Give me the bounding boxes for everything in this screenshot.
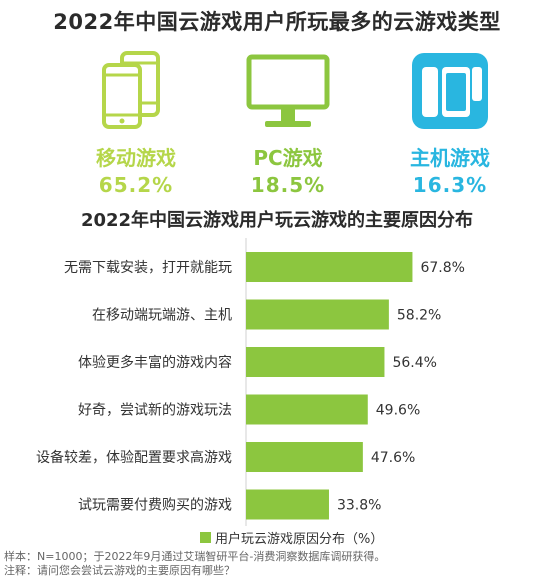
- platform-pc: PC游戏 18.5%: [198, 40, 378, 199]
- platform-mobile-name: 移动游戏: [96, 146, 176, 170]
- platform-console-name: 主机游戏: [410, 146, 490, 170]
- smartphones-icon: [46, 40, 226, 142]
- platform-pc-name: PC游戏: [253, 146, 323, 170]
- question-note: 注释：请问您会尝试云游戏的主要原因有哪些？: [4, 564, 235, 577]
- category-label: 好奇，尝试新的游戏玩法: [78, 402, 232, 419]
- chart-legend: 用户玩云游戏原因分布（%）: [200, 528, 383, 547]
- category-label: 设备较差，体验配置要求高游戏: [36, 449, 232, 466]
- platform-console: 主机游戏 16.3%: [360, 40, 540, 199]
- reasons-bar-chart: 无需下载安装，打开就能玩 67.8% 在移动端玩端游、主机 58.2% 体验更多丰富的游…: [36, 238, 465, 526]
- bar: [246, 394, 368, 425]
- value-label: 33.8%: [337, 498, 381, 514]
- value-label: 67.8%: [420, 260, 464, 276]
- bar: [246, 252, 413, 282]
- top-title: 2022年中国云游戏用户所玩最多的云游戏类型: [53, 10, 501, 34]
- platform-console-value: 16.3%: [412, 173, 488, 197]
- game-console-icon: [360, 40, 540, 142]
- platform-pc-value: 18.5%: [250, 173, 326, 197]
- value-label: 56.4%: [392, 355, 436, 371]
- footnotes: 样本：N=1000；于2022年9月通过艾瑞智研平台-消费洞察数据库调研获得。 …: [4, 550, 385, 578]
- category-label: 试玩需要付费购买的游戏: [78, 498, 232, 514]
- value-label: 47.6%: [371, 450, 415, 466]
- chart-title: 2022年中国云游戏用户玩云游戏的主要原因分布: [80, 210, 474, 231]
- platform-mobile-value: 65.2%: [98, 173, 174, 197]
- monitor-icon: [198, 40, 378, 142]
- category-label: 体验更多丰富的游戏内容: [78, 354, 232, 371]
- bar: [246, 442, 363, 472]
- bar: [246, 347, 385, 377]
- value-label: 49.6%: [376, 403, 420, 419]
- value-label: 58.2%: [397, 308, 441, 324]
- legend-swatch: [200, 532, 211, 543]
- bar: [246, 489, 329, 520]
- category-label: 在移动端玩端游、主机: [92, 308, 232, 324]
- sample-note: 样本：N=1000；于2022年9月通过艾瑞智研平台-消费洞察数据库调研获得。: [4, 550, 386, 563]
- platform-mobile: 移动游戏 65.2%: [46, 40, 226, 199]
- legend-label: 用户玩云游戏原因分布（%）: [215, 532, 384, 547]
- bar: [246, 299, 389, 330]
- platform-share-panel: 移动游戏 65.2% PC游戏 18.5% 主机游戏 16.3%: [0, 40, 554, 200]
- category-label: 无需下载安装，打开就能玩: [64, 259, 232, 276]
